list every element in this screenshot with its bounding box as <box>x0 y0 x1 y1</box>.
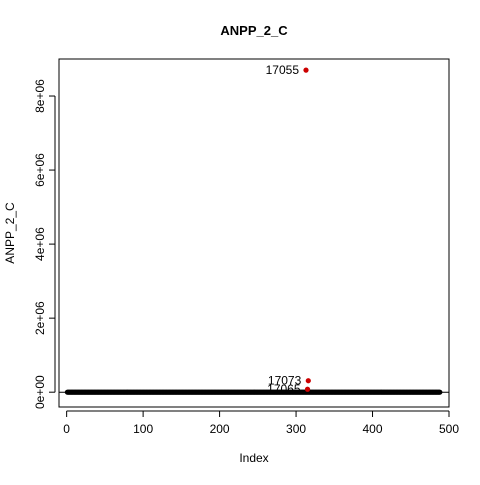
x-tick-label: 0 <box>63 422 70 436</box>
y-tick-label: 0e+00 <box>33 375 47 409</box>
outlier-point <box>304 386 311 392</box>
chart-title: ANPP_2_C <box>220 23 288 38</box>
x-tick-label: 500 <box>439 422 459 436</box>
y-tick-label: 8e+06 <box>33 79 47 113</box>
x-tick-label: 200 <box>210 422 230 436</box>
plot-frame <box>58 58 450 408</box>
outlier-label: 17055 <box>266 63 300 77</box>
x-tick-label: 100 <box>133 422 153 436</box>
outlier-label: 17073 <box>268 374 302 388</box>
x-tick-label: 400 <box>363 422 383 436</box>
y-axis: 0e+00 2e+06 4e+06 6e+06 8e+06 <box>33 79 56 409</box>
y-tick-label: 6e+06 <box>33 153 47 187</box>
data-points <box>64 389 443 395</box>
x-tick-label: 300 <box>286 422 306 436</box>
outlier-point <box>305 378 311 384</box>
x-axis: 0 100 200 300 400 500 <box>63 410 459 436</box>
x-axis-label: Index <box>239 451 268 465</box>
y-axis-label: ANPP_2_C <box>3 202 17 264</box>
outlier-point <box>303 67 309 73</box>
data-point <box>437 389 443 395</box>
y-tick-label: 4e+06 <box>33 227 47 261</box>
outlier-label: 17065 <box>267 382 301 396</box>
y-tick-label: 2e+06 <box>33 301 47 335</box>
